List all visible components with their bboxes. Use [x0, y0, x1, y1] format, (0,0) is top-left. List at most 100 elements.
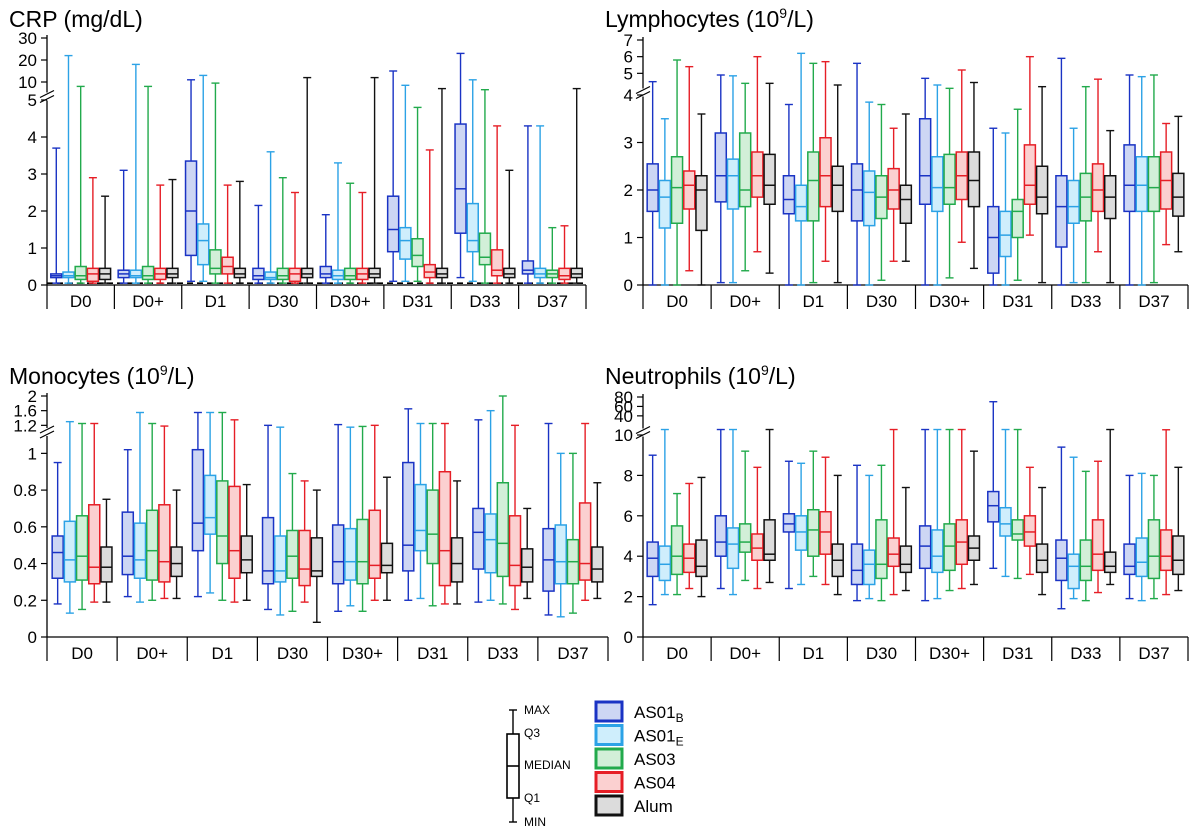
y-tick-label: 0 [624, 276, 633, 295]
box-AS03-D30+ [943, 428, 956, 592]
box-AS01B-D0 [51, 461, 64, 605]
box-iqr [887, 167, 900, 210]
box-AS04-D0+ [751, 55, 764, 253]
box-AS01B-D37 [521, 125, 535, 284]
box-AS01E-D1 [794, 52, 808, 286]
box-AS03-D33 [478, 88, 492, 284]
box-Alum-D1 [831, 84, 844, 284]
box-AS03-D30+ [943, 87, 956, 279]
box-AS01B-D30 [850, 464, 864, 602]
box-iqr [683, 170, 696, 210]
box-AS04-D31 [438, 422, 452, 605]
legend-subscript: B [676, 711, 684, 725]
y-tick-label: 0.2 [13, 591, 37, 610]
y-tick-label: 0.8 [13, 481, 37, 500]
box-iqr [794, 184, 808, 222]
box-AS01B-D1 [184, 79, 198, 282]
box-AS03-D37 [546, 226, 559, 284]
box-Alum-D0+ [763, 428, 776, 584]
box-Alum-D30+ [967, 450, 981, 586]
box-iqr [399, 226, 412, 260]
box-Alum-D31 [1035, 486, 1049, 596]
box-AS03-D33 [1079, 85, 1093, 284]
x-tick-label: D31 [402, 292, 433, 311]
x-tick-label: D0+ [729, 292, 761, 311]
axis-break-mark [635, 425, 651, 435]
box-iqr [899, 545, 913, 574]
y-tick-label: 10 [18, 73, 37, 92]
legend-label-AS01B: AS01B [634, 703, 684, 725]
box-iqr [508, 515, 522, 587]
box-iqr [695, 175, 708, 232]
box-AS01E-D0 [63, 420, 77, 614]
box-iqr [435, 267, 449, 279]
box-AS04-D31 [1023, 55, 1037, 236]
box-AS04-D0 [88, 422, 101, 603]
x-tick-label: D33 [487, 644, 518, 663]
y-tick-label: 60 [614, 397, 633, 416]
box-AS04-D1 [819, 60, 832, 262]
box-iqr [807, 508, 820, 557]
box-AS01E-D0 [658, 428, 672, 596]
box-AS03-D1 [807, 450, 820, 578]
box-AS01E-D30+ [331, 162, 345, 284]
box-AS01E-D31 [414, 422, 427, 600]
legend-key-q1: Q1 [524, 791, 540, 805]
box-AS01E-D37 [533, 125, 547, 284]
box-AS01B-D0 [646, 80, 659, 286]
y-tick-label: 3 [28, 165, 37, 184]
box-Alum-D0 [695, 476, 708, 598]
box-iqr [875, 519, 888, 580]
y-tick-label: 4 [28, 128, 37, 147]
box-iqr [831, 165, 844, 213]
axis-break-gap [39, 92, 55, 101]
box-AS03-D30+ [343, 182, 357, 284]
box-AS01B-D30 [252, 204, 265, 284]
y-tick-label: 20 [18, 51, 37, 70]
box-AS01E-D0+ [133, 411, 147, 603]
box-AS04-D37 [1159, 429, 1173, 596]
box-iqr [850, 543, 864, 586]
axis-break-gap [635, 88, 651, 97]
x-tick-label: D30 [267, 292, 298, 311]
x-tick-label: D0 [666, 292, 688, 311]
box-AS03-D0 [74, 85, 87, 284]
box-AS04-D0 [683, 482, 696, 590]
box-iqr [209, 249, 222, 275]
box-iqr [1035, 165, 1049, 215]
y-tick-label: 7 [624, 31, 633, 50]
box-Alum-D33 [520, 507, 534, 600]
box-iqr [170, 546, 183, 578]
box-iqr [1011, 198, 1024, 239]
box-AS04-D0 [86, 176, 100, 284]
box-iqr [454, 123, 467, 234]
x-tick-label: D30 [866, 644, 897, 663]
box-iqr [264, 271, 277, 281]
box-iqr [726, 527, 740, 570]
axis-break-mark [39, 430, 55, 439]
panel-title: Monocytes (109/L) [9, 362, 195, 389]
box-AS03-D37 [1147, 74, 1161, 284]
box-AS03-D1 [209, 82, 222, 284]
box-iqr [288, 267, 302, 283]
x-tick-label: D0 [71, 644, 93, 663]
box-iqr [141, 265, 155, 281]
box-iqr [782, 513, 796, 533]
box-AS04-D37 [578, 422, 592, 601]
box-iqr [1135, 537, 1148, 578]
box-AS01E-D31 [999, 428, 1012, 578]
box-Alum-D31 [435, 87, 449, 284]
title-suffix: /L) [168, 363, 195, 389]
x-tick-label: D0+ [136, 644, 168, 663]
box-iqr [233, 267, 247, 279]
box-AS01E-D1 [794, 462, 808, 586]
box-iqr [496, 481, 510, 578]
x-tick-label: D0+ [729, 644, 761, 663]
legend-subscript: E [676, 735, 684, 749]
box-iqr [466, 202, 479, 253]
box-Alum-D30 [300, 76, 314, 284]
box-iqr [714, 132, 728, 203]
box-AS03-D30 [276, 176, 290, 284]
box-AS04-D0+ [751, 466, 764, 590]
